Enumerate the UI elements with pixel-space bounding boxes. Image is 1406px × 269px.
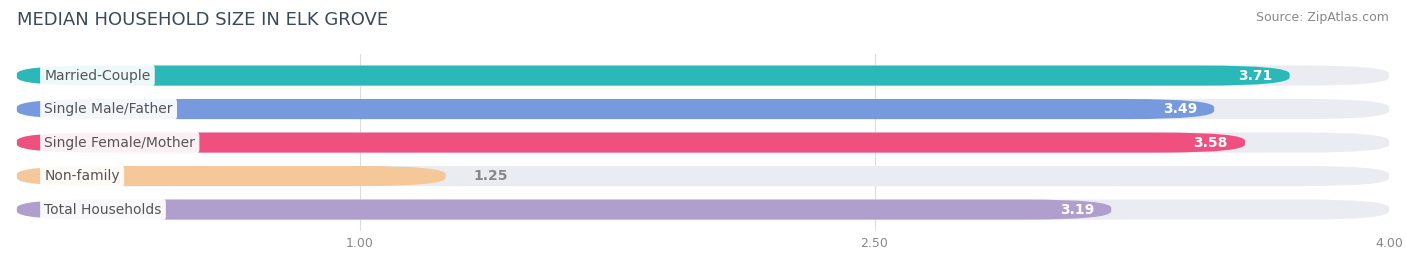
FancyBboxPatch shape: [17, 200, 1111, 220]
FancyBboxPatch shape: [17, 133, 1389, 153]
FancyBboxPatch shape: [17, 166, 446, 186]
FancyBboxPatch shape: [17, 200, 1389, 220]
Text: 1.25: 1.25: [474, 169, 508, 183]
Text: Total Households: Total Households: [45, 203, 162, 217]
Text: 3.49: 3.49: [1163, 102, 1197, 116]
FancyBboxPatch shape: [17, 133, 1246, 153]
FancyBboxPatch shape: [17, 99, 1215, 119]
FancyBboxPatch shape: [17, 166, 1389, 186]
Text: Non-family: Non-family: [45, 169, 120, 183]
FancyBboxPatch shape: [17, 99, 1389, 119]
Text: 3.58: 3.58: [1194, 136, 1227, 150]
FancyBboxPatch shape: [17, 66, 1389, 86]
Text: Source: ZipAtlas.com: Source: ZipAtlas.com: [1256, 11, 1389, 24]
Text: Single Female/Mother: Single Female/Mother: [45, 136, 195, 150]
FancyBboxPatch shape: [17, 66, 1289, 86]
Text: 3.71: 3.71: [1239, 69, 1272, 83]
Text: 3.19: 3.19: [1060, 203, 1094, 217]
Text: Married-Couple: Married-Couple: [45, 69, 150, 83]
Text: Single Male/Father: Single Male/Father: [45, 102, 173, 116]
Text: MEDIAN HOUSEHOLD SIZE IN ELK GROVE: MEDIAN HOUSEHOLD SIZE IN ELK GROVE: [17, 11, 388, 29]
